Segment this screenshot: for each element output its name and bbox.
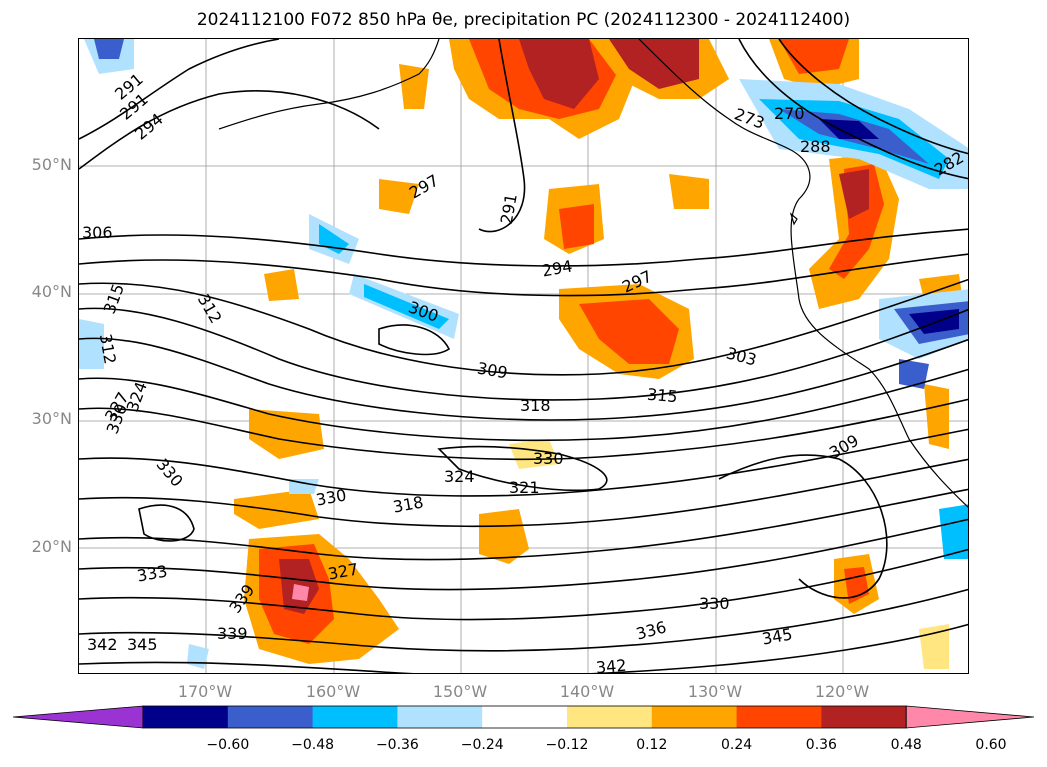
colorbar-tick-label: 0.48	[890, 737, 922, 753]
contour-label: 342	[595, 655, 628, 678]
colorbar-tick-label: −0.48	[291, 737, 335, 753]
chart-title: 2024112100 F072 850 hPa θe, precipitatio…	[196, 10, 851, 30]
map-canvas	[79, 39, 968, 673]
contour-label: 330	[699, 594, 730, 613]
contour-label: 318	[520, 396, 551, 415]
colorbar-tick-label: 0.24	[721, 737, 753, 753]
contour-label: 315	[646, 384, 679, 407]
contour-label: 288	[800, 137, 831, 156]
colorbar-tick-label: 0.60	[975, 737, 1007, 753]
lon-label-160w: 160°W	[305, 682, 361, 701]
contour-label: 330	[533, 449, 564, 468]
lat-label-50n: 50°N	[31, 155, 72, 174]
contour-label: 306	[82, 223, 113, 242]
colorbar-segment	[567, 706, 653, 728]
contour-label: 339	[217, 624, 248, 643]
colorbar-tick-label: −0.60	[206, 737, 250, 753]
lat-label-20n: 20°N	[31, 537, 72, 556]
colorbar-tick-label: −0.12	[545, 737, 589, 753]
contour-label: 270	[774, 104, 805, 123]
lat-label-40n: 40°N	[31, 282, 72, 301]
map-panel[interactable]	[78, 38, 969, 674]
colorbar-segment	[397, 706, 483, 728]
contour-label: 342	[87, 635, 118, 654]
colorbar-tick-label: 0.36	[805, 737, 837, 753]
colorbar-segment	[821, 706, 907, 728]
colorbar	[12, 705, 1035, 729]
colorbar-segment	[482, 706, 568, 728]
colorbar-segment	[312, 706, 398, 728]
colorbar-segment	[651, 706, 738, 728]
lon-label-140w: 140°W	[559, 682, 615, 701]
colorbar-tick-label: −0.36	[375, 737, 419, 753]
colorbar-tick-label: −0.24	[460, 737, 504, 753]
lon-label-120w: 120°W	[814, 682, 870, 701]
lon-label-130w: 130°W	[687, 682, 743, 701]
colorbar-extend-high	[905, 705, 1035, 729]
colorbar-extend-low	[12, 705, 144, 729]
theta-e-contours	[79, 39, 968, 673]
colorbar-outline	[142, 705, 907, 729]
lon-label-170w: 170°W	[177, 682, 233, 701]
contour-label: 324	[444, 467, 475, 486]
contour-label: 345	[127, 635, 158, 654]
colorbar-segment	[227, 706, 314, 728]
colorbar-segment	[736, 706, 822, 728]
contour-label: 321	[509, 478, 540, 497]
coastlines	[218, 39, 968, 508]
lon-label-150w: 150°W	[432, 682, 488, 701]
colorbar-segment	[143, 706, 229, 728]
contour-label: 312	[95, 332, 120, 366]
colorbar-tick-label: 0.12	[636, 737, 668, 753]
lat-label-30n: 30°N	[31, 409, 72, 428]
